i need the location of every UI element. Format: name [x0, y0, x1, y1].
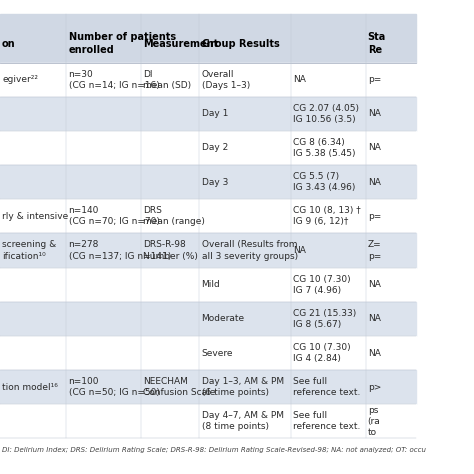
Text: Moderate: Moderate [201, 314, 245, 323]
Text: n=140
(CG n=70; IG n=70): n=140 (CG n=70; IG n=70) [69, 206, 159, 227]
Text: NA: NA [368, 109, 381, 118]
Text: rly & intensive: rly & intensive [2, 212, 68, 221]
Text: CG 5.5 (7)
IG 3.43 (4.96): CG 5.5 (7) IG 3.43 (4.96) [293, 172, 356, 192]
Text: n=30
(CG n=14; IG n=16): n=30 (CG n=14; IG n=16) [69, 70, 159, 90]
Bar [0, 165, 416, 199]
Text: CG 2.07 (4.05)
IG 10.56 (3.5): CG 2.07 (4.05) IG 10.56 (3.5) [293, 104, 359, 124]
Text: DI: Delirium Index; DRS: Delirium Rating Scale; DRS-R-98: Delirium Rating Scale-: DI: Delirium Index; DRS: Delirium Rating… [2, 447, 426, 453]
Text: CG 10 (7.30)
IG 7 (4.96): CG 10 (7.30) IG 7 (4.96) [293, 274, 351, 295]
Text: Z=
p=: Z= p= [368, 240, 382, 261]
Text: p=: p= [368, 212, 381, 221]
Text: n=100
(CG n=50; IG n=50): n=100 (CG n=50; IG n=50) [69, 377, 159, 397]
Text: See full
reference text.: See full reference text. [293, 411, 360, 431]
Bar [0, 131, 416, 165]
Bar [0, 233, 416, 268]
Text: Day 3: Day 3 [201, 178, 228, 187]
Text: n=278
(CG n=137; IG n=141): n=278 (CG n=137; IG n=141) [69, 240, 171, 261]
Text: egiver²²: egiver²² [2, 75, 38, 84]
Text: Overall (Results from
all 3 severity groups): Overall (Results from all 3 severity gro… [201, 240, 298, 261]
Text: DRS
mean (range): DRS mean (range) [143, 206, 205, 227]
Text: Measurement: Measurement [143, 38, 219, 49]
Text: NA: NA [368, 314, 381, 323]
Text: NEECHAM
Confusion Scale: NEECHAM Confusion Scale [143, 377, 216, 397]
Text: NA: NA [293, 246, 306, 255]
Text: Day 2: Day 2 [201, 144, 228, 153]
Bar [0, 14, 416, 25]
Text: NA: NA [293, 75, 306, 84]
Text: DRS-R-98
Number (%): DRS-R-98 Number (%) [143, 240, 198, 261]
Bar [0, 97, 416, 131]
Text: CG 21 (15.33)
IG 8 (5.67): CG 21 (15.33) IG 8 (5.67) [293, 309, 356, 329]
Text: Day 1: Day 1 [201, 109, 228, 118]
Text: Severe: Severe [201, 348, 233, 357]
Bar [0, 63, 416, 97]
Text: CG 10 (8, 13) †
IG 9 (6, 12)†: CG 10 (8, 13) † IG 9 (6, 12)† [293, 206, 361, 227]
Text: CG 8 (6.34)
IG 5.38 (5.45): CG 8 (6.34) IG 5.38 (5.45) [293, 138, 356, 158]
Bar [0, 25, 416, 63]
Text: NA: NA [368, 144, 381, 153]
Text: See full
reference text.: See full reference text. [293, 377, 360, 397]
Bar [0, 302, 416, 336]
Text: on: on [2, 38, 16, 49]
Text: NA: NA [368, 178, 381, 187]
Text: screening &
ification¹⁰: screening & ification¹⁰ [2, 240, 56, 261]
Text: Day 4–7, AM & PM
(8 time points): Day 4–7, AM & PM (8 time points) [201, 411, 283, 431]
Bar [0, 199, 416, 233]
Text: NA: NA [368, 280, 381, 289]
Text: CG 10 (7.30)
IG 4 (2.84): CG 10 (7.30) IG 4 (2.84) [293, 343, 351, 363]
Text: p=: p= [368, 75, 381, 84]
Text: Overall
(Days 1–3): Overall (Days 1–3) [201, 70, 250, 90]
Bar [0, 404, 416, 438]
Bar [0, 370, 416, 404]
Bar [0, 268, 416, 302]
Text: Mild: Mild [201, 280, 220, 289]
Text: ps
(ra
to: ps (ra to [368, 406, 381, 437]
Text: tion model¹⁶: tion model¹⁶ [2, 383, 58, 392]
Text: Group Results: Group Results [201, 38, 279, 49]
Text: NA: NA [368, 348, 381, 357]
Text: p>: p> [368, 383, 381, 392]
Text: Day 1–3, AM & PM
(6 time points): Day 1–3, AM & PM (6 time points) [201, 377, 283, 397]
Text: DI
mean (SD): DI mean (SD) [143, 70, 191, 90]
Text: Number of patients
enrolled: Number of patients enrolled [69, 32, 176, 55]
Bar [0, 336, 416, 370]
Text: Sta
Re: Sta Re [368, 32, 386, 55]
